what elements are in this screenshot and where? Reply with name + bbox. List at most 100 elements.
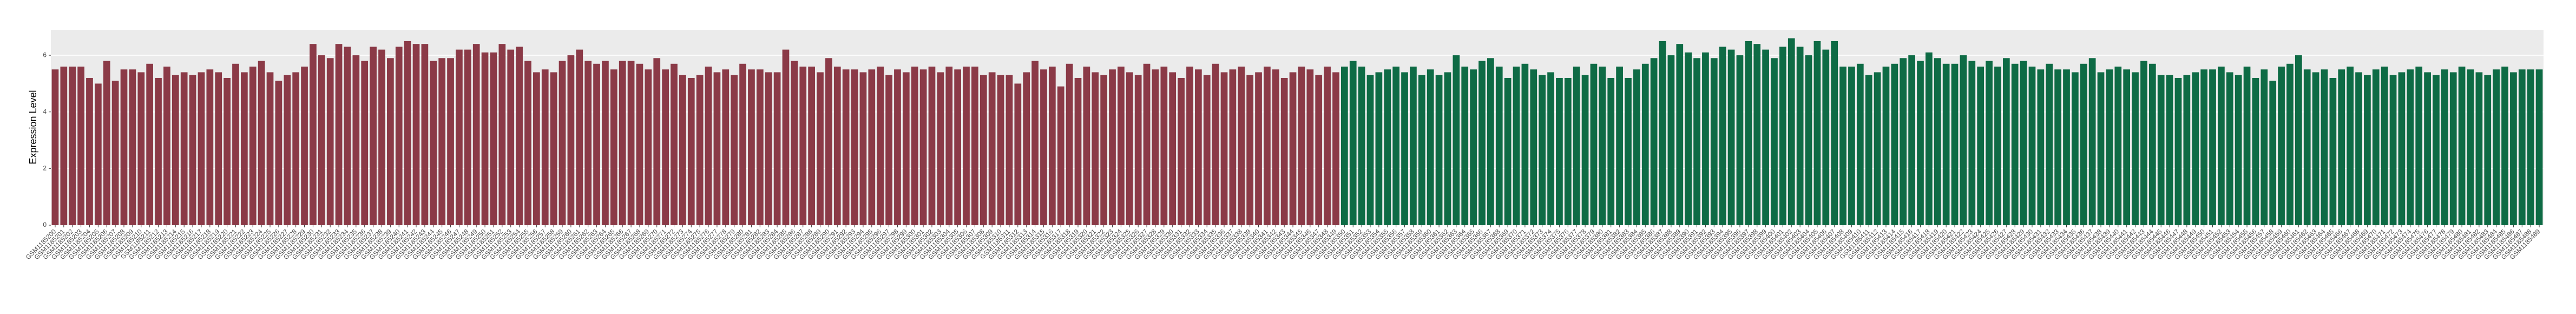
bar (2166, 75, 2173, 225)
bar (1280, 77, 1288, 226)
bar (464, 49, 471, 225)
bar (412, 44, 420, 225)
bar (2252, 77, 2259, 226)
bar (378, 49, 385, 225)
bar (1366, 75, 1374, 225)
bar (1805, 55, 1812, 225)
bar (1178, 77, 1185, 226)
bar (1186, 67, 1193, 225)
bar (2088, 58, 2096, 225)
bar (1693, 58, 1700, 225)
bar (1349, 61, 1357, 226)
bar (1994, 67, 2001, 225)
bar (1487, 58, 1494, 225)
bar (765, 72, 772, 225)
bar (2364, 75, 2371, 225)
bar (627, 61, 635, 226)
bar (1882, 67, 1890, 225)
bar (1908, 55, 1915, 225)
bar (679, 75, 686, 225)
bar (2123, 69, 2131, 225)
bar (275, 81, 282, 225)
bar (2072, 72, 2079, 225)
bar (1513, 67, 1520, 225)
bar (885, 75, 892, 225)
bar (1100, 75, 1107, 225)
bar (2493, 69, 2500, 225)
bar (404, 41, 411, 225)
bar (2424, 72, 2431, 225)
bar (1006, 75, 1013, 225)
bar (1625, 77, 1632, 226)
bar (146, 63, 154, 226)
bar (2303, 69, 2311, 225)
bar (249, 67, 257, 225)
bar (2002, 58, 2010, 225)
bar (911, 67, 918, 225)
bar (2028, 67, 2036, 225)
bar (2475, 72, 2483, 225)
y-tick-label: 2 (43, 165, 47, 172)
bar (722, 69, 730, 225)
bar (1745, 41, 1752, 225)
bar (1556, 77, 1563, 226)
bar (997, 75, 1004, 225)
bar (1856, 63, 1864, 226)
bar (748, 69, 755, 225)
bar (2140, 61, 2147, 226)
bar (928, 67, 936, 225)
bar (1384, 69, 1391, 225)
bar (1539, 75, 1546, 225)
bar (1435, 75, 1443, 225)
bar (2329, 77, 2337, 226)
bar (172, 75, 179, 225)
y-tick-label: 4 (43, 108, 47, 115)
bar (189, 75, 196, 225)
bar (2157, 75, 2165, 225)
bar (2407, 69, 2414, 225)
bar (1134, 75, 1142, 225)
bar (671, 63, 678, 226)
bar (645, 69, 652, 225)
bar (51, 69, 59, 225)
bar (576, 49, 583, 225)
bar (507, 49, 515, 225)
bar (558, 61, 566, 226)
bar (1118, 67, 1125, 225)
bar (2527, 69, 2534, 225)
bar (111, 81, 119, 225)
bar (1942, 63, 1950, 226)
bar (602, 61, 609, 226)
bar (1298, 67, 1305, 225)
bar (1203, 75, 1211, 225)
bar (370, 47, 377, 226)
bar (1255, 72, 1262, 225)
y-axis-title: Expression Level (28, 90, 38, 164)
bar (232, 63, 239, 226)
bar (584, 61, 592, 226)
bar (2484, 75, 2492, 225)
bar (198, 72, 205, 225)
bar (524, 61, 531, 226)
bar (2467, 69, 2474, 225)
bar (1581, 75, 1589, 225)
bar (1031, 61, 1039, 226)
bar (791, 61, 798, 226)
bar (1874, 72, 1881, 225)
bar (1788, 38, 1795, 226)
bar (2433, 75, 2440, 225)
bar (224, 77, 231, 226)
bar (2355, 72, 2362, 225)
bar (773, 72, 781, 225)
bar (756, 69, 764, 225)
bar (498, 44, 506, 225)
bar (1934, 58, 1941, 225)
bar (1023, 72, 1030, 225)
bar (1710, 58, 1718, 225)
bar (1667, 55, 1675, 225)
bar (1143, 63, 1151, 226)
bar (1014, 83, 1022, 225)
bar (2441, 69, 2448, 225)
bar (2381, 67, 2388, 225)
